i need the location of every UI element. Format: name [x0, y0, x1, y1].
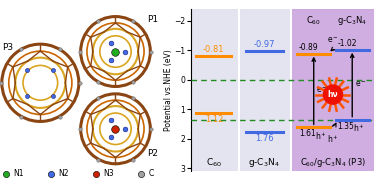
- Text: e$^-$: e$^-$: [316, 86, 328, 95]
- Text: -1.02: -1.02: [338, 39, 357, 48]
- Text: g-C$_3$N$_4$: g-C$_3$N$_4$: [337, 15, 367, 27]
- Text: N1: N1: [14, 169, 24, 178]
- Text: C$_{60}$: C$_{60}$: [206, 156, 222, 169]
- Y-axis label: Potential vs.NHE (eV): Potential vs.NHE (eV): [164, 49, 173, 131]
- Text: 1.35: 1.35: [338, 122, 355, 131]
- Text: e$^-$: e$^-$: [327, 36, 339, 45]
- Text: g-C$_3$N$_4$: g-C$_3$N$_4$: [248, 156, 280, 169]
- Text: h$^+$: h$^+$: [314, 130, 327, 142]
- Text: P1: P1: [147, 15, 158, 24]
- Text: 1.76: 1.76: [255, 134, 274, 143]
- Text: hν: hν: [328, 90, 338, 99]
- Text: e$^-$: e$^-$: [355, 79, 367, 89]
- Text: P3: P3: [2, 43, 13, 52]
- Text: h$^+$: h$^+$: [353, 123, 365, 134]
- Text: N3: N3: [104, 169, 114, 178]
- Text: C$_{60}$: C$_{60}$: [306, 15, 321, 27]
- Text: C$_{60}$/g-C$_3$N$_4$ (P3): C$_{60}$/g-C$_3$N$_4$ (P3): [300, 156, 366, 169]
- Text: 1.61: 1.61: [299, 129, 316, 138]
- Text: -0.89: -0.89: [299, 43, 319, 52]
- Text: -0.81: -0.81: [203, 45, 225, 54]
- Ellipse shape: [324, 85, 342, 104]
- Text: P2: P2: [147, 149, 158, 158]
- Text: h$^+$: h$^+$: [327, 133, 339, 145]
- Text: N2: N2: [59, 169, 69, 178]
- Bar: [191, 9, 240, 171]
- Text: -0.97: -0.97: [254, 40, 275, 49]
- Bar: [291, 9, 374, 171]
- Text: 1.12: 1.12: [204, 115, 223, 124]
- Bar: [240, 9, 291, 171]
- Text: C: C: [149, 169, 154, 178]
